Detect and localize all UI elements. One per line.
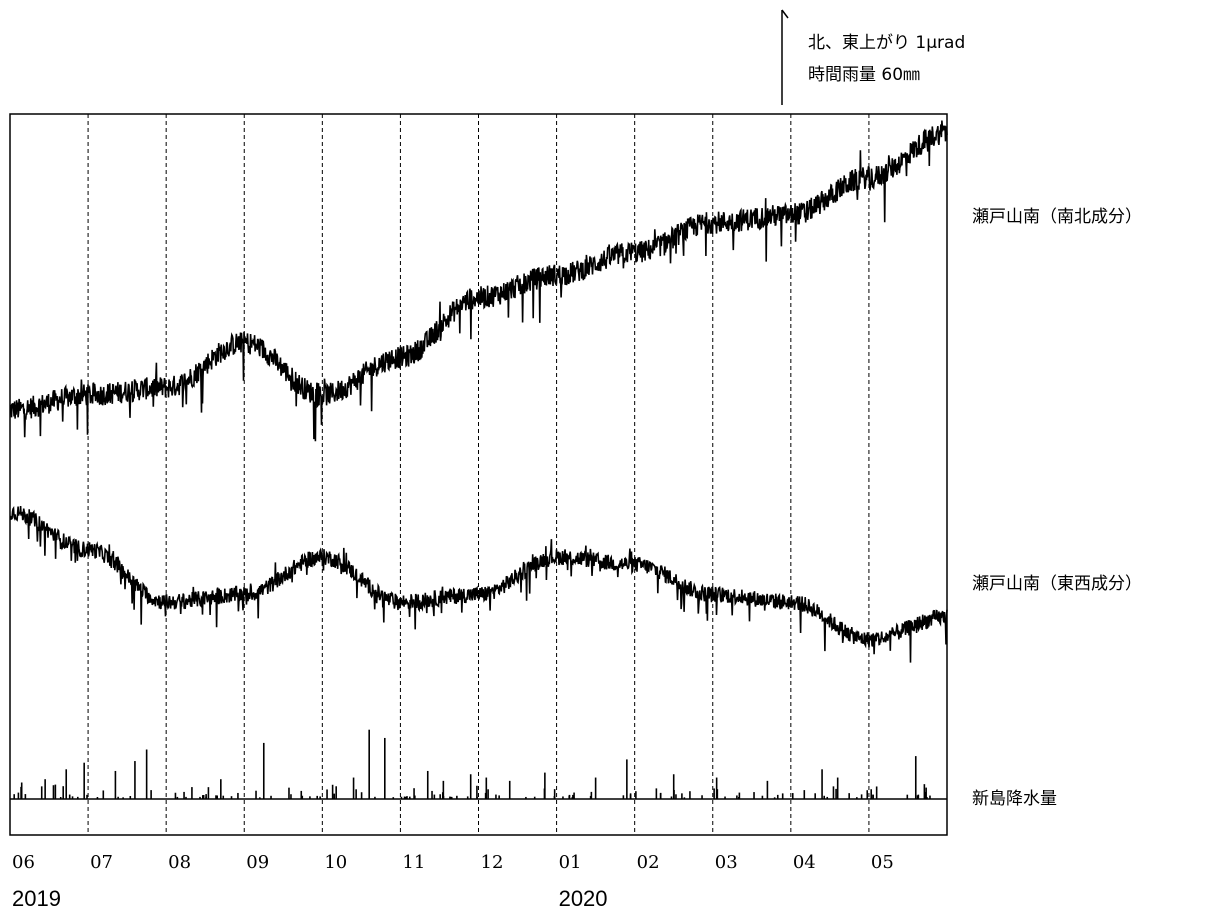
month-label-01: 01 xyxy=(559,852,582,873)
scale-bar-tick xyxy=(781,9,789,19)
month-label-05: 05 xyxy=(871,852,894,873)
series-label-rain: 新島降水量 xyxy=(972,789,1057,809)
rain-bars xyxy=(13,729,931,799)
series-group xyxy=(9,120,948,799)
month-label-02: 02 xyxy=(637,852,660,873)
month-axis-labels: 06 07 08 09 10 11 12 01 02 03 04 05 xyxy=(12,852,894,873)
year-label-2019: 2019 xyxy=(12,886,61,911)
series-line-ew xyxy=(9,505,948,663)
month-label-04: 04 xyxy=(793,852,816,873)
month-gridlines xyxy=(87,114,870,835)
year-label-2020: 2020 xyxy=(559,886,608,911)
month-label-06: 06 xyxy=(12,852,35,873)
year-axis-labels: 2019 2020 xyxy=(12,886,608,911)
scale-note-rain: 時間雨量 60㎜ xyxy=(808,65,920,85)
month-label-08: 08 xyxy=(168,852,191,873)
month-label-10: 10 xyxy=(324,852,347,873)
series-label-ns: 瀬戸山南（南北成分） xyxy=(972,207,1142,227)
month-label-07: 07 xyxy=(90,852,113,873)
month-label-11: 11 xyxy=(402,852,425,873)
month-label-09: 09 xyxy=(246,852,269,873)
month-label-12: 12 xyxy=(481,852,504,873)
month-label-03: 03 xyxy=(715,852,738,873)
scale-note-tilt: 北、東上がり 1μrad xyxy=(808,33,965,53)
series-line-ns xyxy=(9,120,948,442)
series-label-ew: 瀬戸山南（東西成分） xyxy=(972,574,1142,594)
